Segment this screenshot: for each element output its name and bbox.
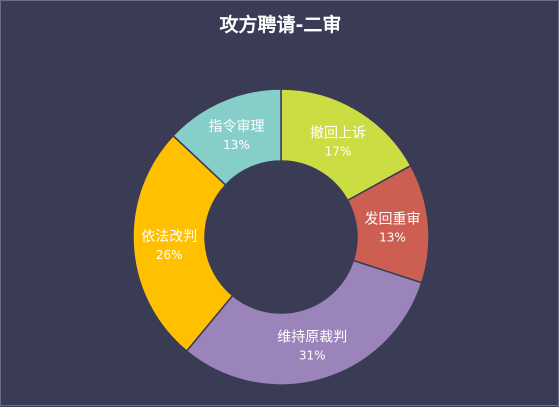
slice-3 <box>132 134 234 353</box>
slice-label-1: 发回重审 <box>365 211 421 227</box>
slice-label-0: 撤回上诉 <box>310 126 366 142</box>
slice-2 <box>185 259 423 386</box>
slice-label-4: 指令审理 <box>209 119 265 135</box>
slice-value-1: 13% <box>379 230 406 244</box>
slice-label-3: 依法改判 <box>141 229 197 245</box>
slice-label-2: 维持原裁判 <box>277 330 347 346</box>
slice-value-4: 13% <box>223 138 250 152</box>
slice-4 <box>172 88 282 187</box>
slice-value-3: 26% <box>156 248 183 262</box>
slice-value-0: 17% <box>325 145 352 159</box>
chart-title: 攻方聘请-二审 <box>219 14 342 36</box>
slice-value-2: 31% <box>299 349 326 363</box>
